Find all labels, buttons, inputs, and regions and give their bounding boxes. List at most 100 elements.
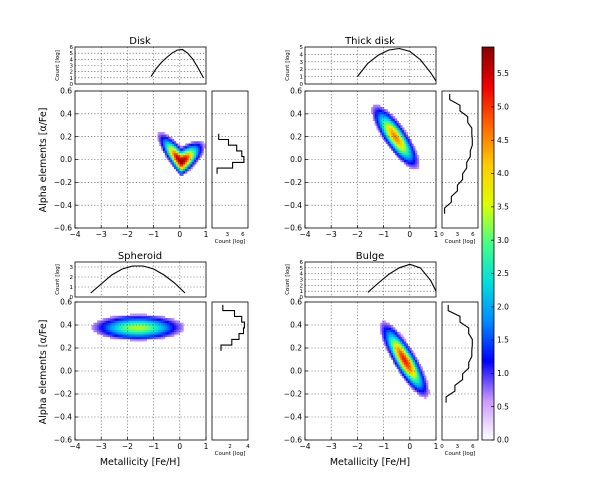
heatmap-cell: [380, 120, 383, 124]
heatmap-cell: [196, 154, 199, 158]
heatmap-cell: [177, 325, 180, 328]
heatmap-cell: [153, 334, 157, 337]
heatmap-cell: [161, 134, 164, 138]
heatmap-cell: [144, 327, 147, 330]
top-hist-count-label: Count [log]: [55, 50, 61, 81]
heatmap-cell: [400, 148, 403, 151]
heatmap-cell: [155, 318, 158, 321]
heatmap-cell: [404, 138, 407, 142]
heatmap-cell: [170, 145, 173, 149]
heatmap-cell: [402, 148, 405, 151]
heatmap-cell: [424, 389, 427, 393]
heatmap-cell: [142, 315, 146, 319]
heatmap-cell: [405, 364, 409, 367]
heatmap-cell: [405, 361, 409, 365]
heatmap-cell: [380, 127, 383, 131]
heatmap-cell: [128, 320, 131, 324]
heatmap-cell: [131, 336, 135, 340]
heatmap-cell: [179, 170, 182, 174]
heatmap-cell: [109, 336, 113, 340]
heatmap-cell: [194, 152, 197, 156]
heatmap-cell: [157, 136, 160, 140]
y-tick-label: 0.2: [60, 132, 72, 141]
heatmap-cell: [117, 322, 120, 326]
heatmap-cell: [418, 382, 421, 386]
heatmap-cell: [396, 143, 399, 147]
heatmap-cell: [109, 318, 113, 321]
heatmap-cell: [174, 161, 177, 165]
heatmap-cell: [400, 350, 403, 353]
heatmap-cell: [402, 354, 405, 358]
heatmap-cell: [407, 348, 410, 351]
y-ticks: −0.6−0.4−0.20.00.20.40.6: [54, 298, 78, 445]
heatmap-cell: [120, 329, 124, 333]
x-tick-label: −3: [326, 442, 337, 451]
heatmap-cell: [391, 122, 394, 126]
heatmap-cell: [407, 154, 410, 158]
heatmap-cell: [152, 331, 155, 335]
heatmap-cell: [168, 138, 171, 142]
heatmap-cell: [398, 154, 401, 158]
ylabel-top: Alpha elements [α/Fe]: [38, 108, 49, 213]
heatmap-cell: [102, 329, 105, 333]
heatmap-cell: [185, 159, 188, 163]
x-tick-label: −3: [96, 442, 107, 451]
side-hist-tick-label: 0: [440, 232, 444, 238]
heatmap-cell: [190, 152, 193, 156]
heatmap-cell: [131, 320, 135, 324]
heatmap-cell: [95, 325, 98, 328]
heatmap-cell: [418, 394, 421, 397]
heatmap-cell: [183, 150, 186, 154]
heatmap-cell: [400, 125, 403, 128]
heatmap-cell: [394, 348, 398, 351]
heatmap-cell: [394, 125, 398, 128]
heatmap-cell: [168, 148, 171, 151]
top-hist-tick-label: 2: [300, 283, 304, 289]
heatmap-cell: [170, 331, 173, 335]
heatmap-cell: [164, 322, 168, 326]
heatmap-cell: [382, 134, 385, 138]
heatmap-cell: [128, 329, 131, 333]
heatmap-cell: [389, 138, 392, 142]
heatmap-cell: [391, 132, 394, 135]
heatmap-cell: [409, 359, 412, 363]
heatmap-cell: [161, 315, 164, 319]
heatmap-cell: [194, 154, 197, 158]
heatmap-cell: [181, 168, 184, 172]
heatmap-cell: [409, 166, 412, 170]
heatmap-cell: [190, 141, 193, 144]
heatmap-cell: [98, 322, 102, 326]
heatmap-cell: [398, 129, 401, 133]
heatmap-cell: [407, 141, 410, 144]
heatmap-cell: [409, 366, 412, 370]
heatmap-cell: [402, 152, 405, 156]
heatmap-cell: [148, 336, 151, 340]
heatmap-cell: [383, 327, 387, 330]
grid: [305, 91, 436, 228]
heatmap-cell: [174, 150, 177, 154]
heatmap-cell: [93, 322, 96, 326]
heatmap-cell: [188, 161, 191, 165]
colorbar-tick-label: 0.5: [497, 402, 509, 411]
heatmap-cell: [144, 313, 147, 317]
heatmap-cell: [130, 336, 133, 340]
heatmap-cell: [376, 106, 379, 110]
heatmap-cell: [174, 143, 177, 147]
heatmap-cell: [170, 334, 173, 337]
heatmap-cell: [396, 331, 399, 335]
heatmap-cell: [133, 331, 136, 335]
heatmap-cell: [420, 366, 423, 370]
x-tick-label: 1: [204, 442, 209, 451]
x-tick-label: −1: [378, 442, 389, 451]
heatmap-cell: [159, 138, 162, 142]
heatmap-cell: [185, 150, 188, 154]
heatmap-cell: [113, 336, 116, 340]
heatmap-cell: [122, 315, 125, 319]
heatmap-cell: [192, 148, 195, 151]
heatmap-cell: [146, 322, 149, 326]
heatmap-cell: [396, 154, 399, 158]
heatmap-cell: [380, 325, 383, 328]
heatmap-cell: [175, 157, 179, 160]
heatmap-cell: [387, 331, 390, 335]
heatmap-cell: [398, 157, 401, 160]
